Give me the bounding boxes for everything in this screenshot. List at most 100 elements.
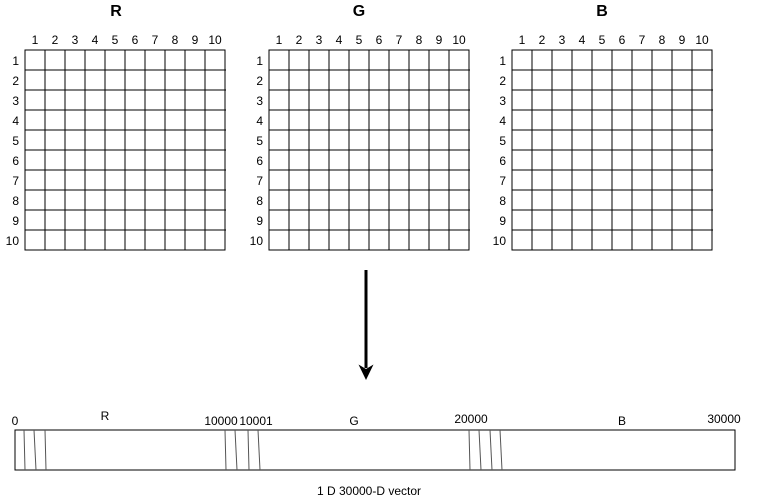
grid-r-title: R [110, 3, 122, 20]
row-label: 7 [499, 174, 506, 188]
vector-index-10000: 10000 [204, 414, 238, 428]
row-label: 5 [12, 134, 19, 148]
column-label: 2 [296, 33, 303, 47]
column-label: 3 [316, 33, 323, 47]
vector-divider [33, 429, 37, 471]
column-label: 6 [132, 33, 139, 47]
column-label: 8 [172, 33, 179, 47]
column-label: 5 [356, 33, 363, 47]
row-label: 10 [493, 234, 507, 248]
vector-index-10001: 10001 [239, 414, 273, 428]
row-label: 8 [12, 194, 19, 208]
column-label: 1 [276, 33, 283, 47]
row-label: 7 [12, 174, 19, 188]
vector-index-0: 0 [12, 414, 19, 428]
column-label: 2 [539, 33, 546, 47]
vector-dividers [23, 429, 503, 471]
column-label: 1 [32, 33, 39, 47]
vector-index-20000: 20000 [454, 412, 488, 426]
column-label: 7 [639, 33, 646, 47]
column-label: 8 [416, 33, 423, 47]
row-label: 6 [499, 154, 506, 168]
row-label: 9 [499, 214, 506, 228]
row-label: 4 [12, 114, 19, 128]
column-label: 4 [336, 33, 343, 47]
vector-divider [478, 429, 482, 471]
vector-divider [489, 429, 493, 471]
grid-g-column-labels: 1 2 3 4 5 6 7 8 9 10 [276, 33, 466, 47]
row-label: 6 [256, 154, 263, 168]
vector-segment-r: R [101, 409, 110, 423]
column-label: 3 [72, 33, 79, 47]
row-label: 4 [256, 114, 263, 128]
row-label: 8 [499, 194, 506, 208]
row-label: 2 [256, 74, 263, 88]
row-label: 6 [12, 154, 19, 168]
row-label: 5 [256, 134, 263, 148]
vector-caption: 1 D 30000-D vector [317, 484, 421, 498]
row-label: 2 [12, 74, 19, 88]
column-label: 1 [519, 33, 526, 47]
column-label: 9 [436, 33, 443, 47]
grid-b-cells [511, 49, 713, 251]
row-label: 1 [12, 54, 19, 68]
column-label: 10 [695, 33, 709, 47]
column-label: 7 [396, 33, 403, 47]
row-label: 3 [256, 94, 263, 108]
column-label: 6 [376, 33, 383, 47]
column-label: 9 [192, 33, 199, 47]
vector-segment-b: B [618, 414, 626, 428]
vector-divider [224, 429, 227, 471]
row-label: 8 [256, 194, 263, 208]
row-label: 7 [256, 174, 263, 188]
vector-divider [247, 429, 250, 471]
column-label: 7 [152, 33, 159, 47]
column-label: 10 [452, 33, 466, 47]
row-label: 4 [499, 114, 506, 128]
vector-divider [23, 429, 26, 471]
grid-b-column-labels: 1 2 3 4 5 6 7 8 9 10 [519, 33, 709, 47]
row-label: 9 [256, 214, 263, 228]
vector-bar [14, 429, 736, 471]
row-label: 3 [12, 94, 19, 108]
row-label: 10 [6, 234, 20, 248]
column-label: 9 [679, 33, 686, 47]
column-label: 5 [112, 33, 119, 47]
flattened-vector: 0 10000 10001 20000 30000 R G B 1 D 3000… [12, 409, 741, 498]
grid-g-title: G [353, 3, 365, 20]
vector-divider [44, 429, 47, 471]
column-label: 4 [92, 33, 99, 47]
vector-divider [499, 429, 503, 471]
down-arrow-icon [358, 270, 374, 380]
row-label: 1 [256, 54, 263, 68]
grid-r-cells [24, 49, 226, 251]
vector-index-30000: 30000 [707, 412, 741, 426]
vector-segment-g: G [349, 414, 358, 428]
grid-g-row-labels: 1 2 3 4 5 6 7 8 9 10 [250, 54, 264, 248]
column-label: 2 [52, 33, 59, 47]
vector-divider [468, 429, 471, 471]
column-label: 10 [208, 33, 222, 47]
column-label: 6 [619, 33, 626, 47]
row-label: 3 [499, 94, 506, 108]
row-label: 5 [499, 134, 506, 148]
column-label: 5 [599, 33, 606, 47]
grid-r-row-labels: 1 2 3 4 5 6 7 8 9 10 [6, 54, 20, 248]
grid-g-cells [268, 49, 470, 251]
grid-b-title: B [596, 3, 608, 20]
row-label: 2 [499, 74, 506, 88]
grid-r-column-labels: 1 2 3 4 5 6 7 8 9 10 [32, 33, 222, 47]
vector-divider [234, 429, 238, 471]
row-label: 9 [12, 214, 19, 228]
vector-divider [257, 429, 261, 471]
column-label: 4 [579, 33, 586, 47]
grid-b-row-labels: 1 2 3 4 5 6 7 8 9 10 [493, 54, 507, 248]
column-label: 3 [559, 33, 566, 47]
row-label: 1 [499, 54, 506, 68]
column-label: 8 [659, 33, 666, 47]
row-label: 10 [250, 234, 264, 248]
